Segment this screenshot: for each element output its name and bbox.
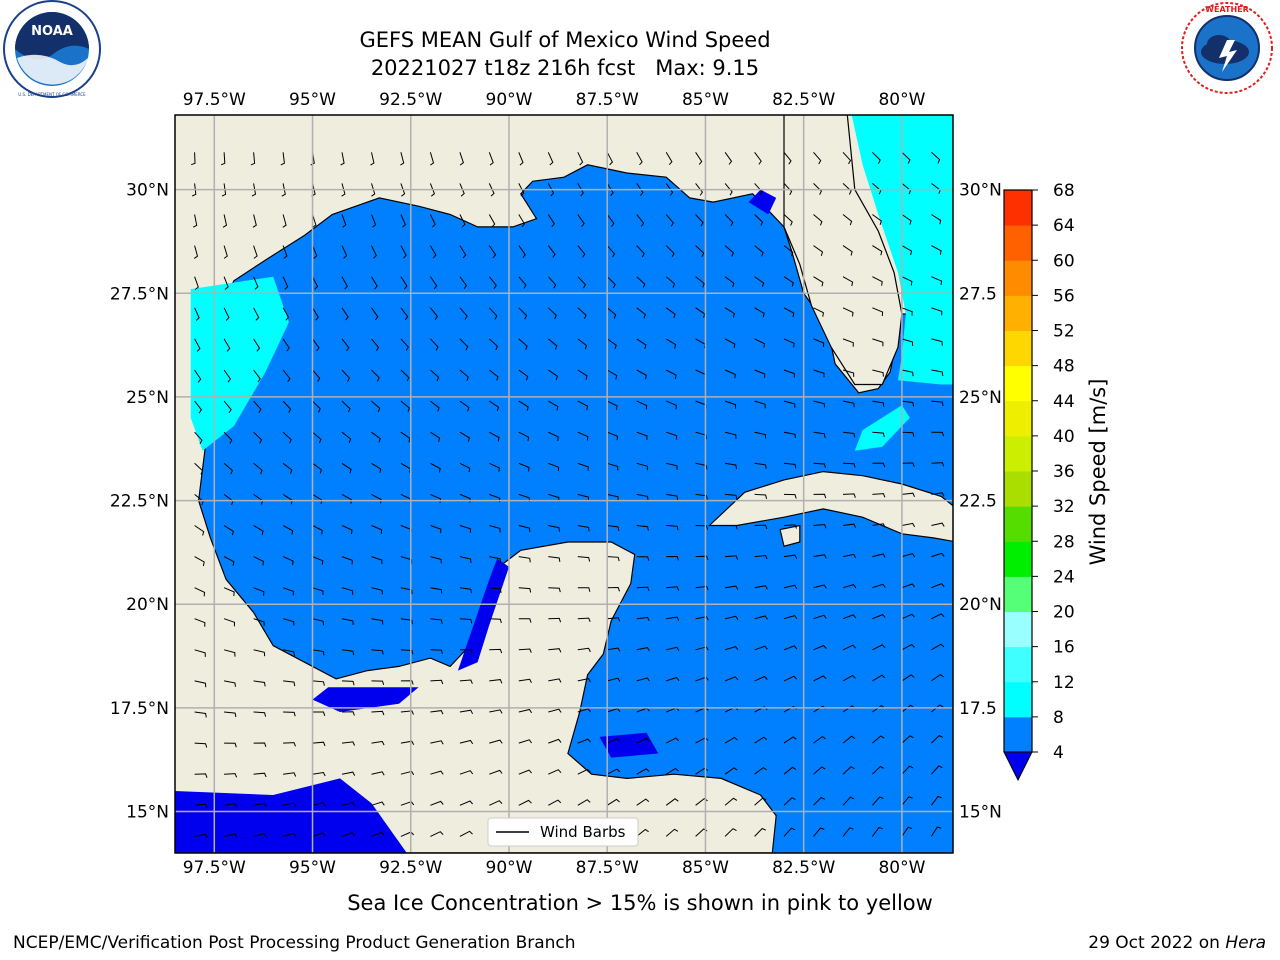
colorbar-segment <box>1004 365 1032 402</box>
lat-tick-label-right: 30°N <box>959 181 1002 201</box>
colorbar-tick-label: 32 <box>1053 497 1075 517</box>
lon-tick-label-top: 87.5°W <box>576 90 639 110</box>
colorbar-segment <box>1004 260 1032 296</box>
map-legend: Wind Barbs <box>487 817 639 847</box>
noaa-logo: NOAA U.S. DEPARTMENT OF COMMERCE <box>3 0 101 98</box>
colorbar-tick-label: 12 <box>1053 673 1075 693</box>
lat-tick-label-left: 17.5°N <box>110 699 169 719</box>
lat-tick-label-left: 20°N <box>126 595 169 615</box>
svg-text:U.S. DEPARTMENT OF COMMERCE: U.S. DEPARTMENT OF COMMERCE <box>18 92 86 97</box>
colorbar-tick-label: 4 <box>1053 743 1064 763</box>
lat-tick-label-right: 15°N <box>959 803 1002 823</box>
colorbar-tick-label: 64 <box>1053 216 1075 236</box>
wind-barbs <box>191 151 945 839</box>
colorbar-segment <box>1004 646 1032 683</box>
sea-ice-note: Sea Ice Concentration > 15% is shown in … <box>0 891 1280 915</box>
colorbar-tick-label: 44 <box>1053 392 1075 412</box>
lat-tick-label-right: 20°N <box>959 595 1002 615</box>
lat-tick-label-left: 30°N <box>126 181 169 201</box>
colorbar-tick-label: 8 <box>1053 708 1064 728</box>
wind-patch-below-4-honduras <box>599 732 659 758</box>
chart-title: GEFS MEAN Gulf of Mexico Wind Speed <box>359 28 771 52</box>
lon-tick-label-top: 82.5°W <box>772 90 835 110</box>
lat-tick-label-left: 25°N <box>126 388 169 408</box>
lat-tick-label-left: 27.5°N <box>110 284 169 304</box>
map-frame <box>174 114 954 854</box>
wind-patch-8-12-west <box>190 276 289 451</box>
colorbar-tick-label: 40 <box>1053 427 1075 447</box>
colorbar-tick-label: 36 <box>1053 462 1075 482</box>
wind-patch-8-12-straits <box>854 405 910 451</box>
lon-tick-label-bottom: 87.5°W <box>576 858 639 878</box>
colorbar-label: Wind Speed [m/s] <box>1086 378 1110 566</box>
colorbar-segment <box>1004 435 1032 472</box>
land-isla-juventud <box>779 524 801 547</box>
land-florida <box>783 115 903 386</box>
colorbar-segment <box>1004 716 1032 753</box>
lon-tick-label-bottom: 90°W <box>486 858 533 878</box>
svg-text:WEATHER: WEATHER <box>1205 5 1249 14</box>
chart-subtitle: 20221027 t18z 216h fcst Max: 9.15 <box>370 56 760 80</box>
lon-tick-label-top: 90°W <box>486 90 533 110</box>
colorbar-tick-label: 20 <box>1053 603 1075 623</box>
lon-tick-label-bottom: 92.5°W <box>379 858 442 878</box>
colorbar-segment <box>1004 576 1032 612</box>
wind-patch-below-4-yucatan <box>457 558 509 671</box>
colorbar-under-arrow <box>1003 751 1033 782</box>
colorbar-segment <box>1004 681 1032 718</box>
footer-host: Hera <box>1225 933 1266 953</box>
lat-tick-label-left: 15°N <box>126 803 169 823</box>
noaa-logo-text: NOAA <box>31 24 73 39</box>
lat-tick-label-right: 27.5 <box>959 284 997 304</box>
sea-ice-note-text: Sea Ice Concentration > 15% is shown in … <box>347 891 933 915</box>
colorbar-tick-label: 56 <box>1053 286 1075 306</box>
lon-tick-label-top: 95°W <box>289 90 336 110</box>
colorbar-tick-label: 68 <box>1053 181 1075 201</box>
lon-tick-label-bottom: 82.5°W <box>772 858 835 878</box>
lon-tick-label-top: 80°W <box>878 90 925 110</box>
lon-tick-label-bottom: 85°W <box>682 858 729 878</box>
colorbar-segment <box>1004 295 1032 331</box>
wind-patch-below-4-campeche <box>312 687 419 712</box>
lon-tick-label-top: 97.5°W <box>183 90 246 110</box>
lat-tick-label-left: 22.5°N <box>110 492 169 512</box>
colorbar-tick-label: 16 <box>1053 638 1075 658</box>
lon-tick-label-top: 92.5°W <box>379 90 442 110</box>
colorbar-tick-label: 48 <box>1053 357 1075 377</box>
lat-tick-label-right: 17.5 <box>959 699 997 719</box>
colorbar-segment <box>1004 190 1032 226</box>
colorbar-tick-label: 24 <box>1053 567 1075 587</box>
lon-tick-label-top: 85°W <box>682 90 729 110</box>
colorbar-segment <box>1004 471 1032 507</box>
colorbar-tick-label: 60 <box>1053 251 1075 271</box>
lon-tick-label-bottom: 97.5°W <box>183 858 246 878</box>
footer-date-text: 29 Oct 2022 on <box>1088 933 1226 953</box>
footer-credit: NCEP/EMC/Verification Post Processing Pr… <box>13 933 576 953</box>
legend-label: Wind Barbs <box>540 823 626 841</box>
lat-tick-label-right: 25°N <box>959 388 1002 408</box>
colorbar-segment <box>1004 225 1032 261</box>
colorbar-tick-label: 28 <box>1053 532 1075 552</box>
colorbar-tick-label: 52 <box>1053 322 1075 342</box>
colorbar-segment <box>1004 541 1032 577</box>
footer-date: 29 Oct 2022 on Hera <box>1088 933 1266 953</box>
nws-logo: WEATHER <box>1181 2 1273 94</box>
lat-tick-label-right: 22.5 <box>959 492 997 512</box>
colorbar-segment <box>1004 506 1032 542</box>
colorbar-segment <box>1004 400 1032 437</box>
lon-tick-label-bottom: 95°W <box>289 858 336 878</box>
colorbar-segment <box>1004 611 1032 648</box>
colorbar-segment <box>1004 330 1032 367</box>
wind-patch-below-4-bigbend <box>748 189 777 215</box>
lon-tick-label-bottom: 80°W <box>878 858 925 878</box>
